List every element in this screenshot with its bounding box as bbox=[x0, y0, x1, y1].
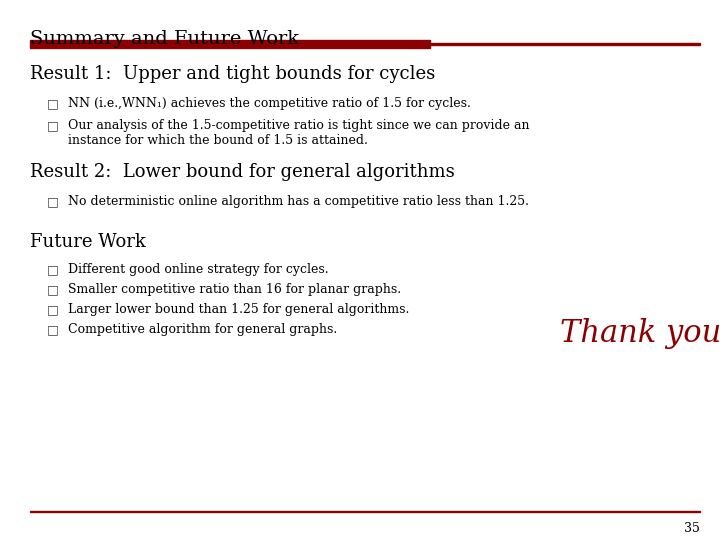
Text: □: □ bbox=[47, 323, 59, 336]
Text: Competitive algorithm for general graphs.: Competitive algorithm for general graphs… bbox=[68, 323, 337, 336]
Text: NN (i.e.,WNN₁) achieves the competitive ratio of 1.5 for cycles.: NN (i.e.,WNN₁) achieves the competitive … bbox=[68, 97, 471, 110]
Text: Summary and Future Work: Summary and Future Work bbox=[30, 30, 299, 48]
Text: □: □ bbox=[47, 97, 59, 110]
Text: □: □ bbox=[47, 303, 59, 316]
Text: Result 1:  Upper and tight bounds for cycles: Result 1: Upper and tight bounds for cyc… bbox=[30, 65, 436, 83]
Text: Larger lower bound than 1.25 for general algorithms.: Larger lower bound than 1.25 for general… bbox=[68, 303, 410, 316]
Text: Smaller competitive ratio than 16 for planar graphs.: Smaller competitive ratio than 16 for pl… bbox=[68, 283, 401, 296]
Text: □: □ bbox=[47, 283, 59, 296]
Text: Thank you.: Thank you. bbox=[560, 318, 720, 349]
Text: Future Work: Future Work bbox=[30, 233, 146, 251]
Text: □: □ bbox=[47, 119, 59, 132]
Text: Result 2:  Lower bound for general algorithms: Result 2: Lower bound for general algori… bbox=[30, 163, 455, 181]
Text: 35: 35 bbox=[684, 522, 700, 535]
Text: Different good online strategy for cycles.: Different good online strategy for cycle… bbox=[68, 263, 328, 276]
Text: □: □ bbox=[47, 263, 59, 276]
Text: □: □ bbox=[47, 195, 59, 208]
Text: Our analysis of the 1.5-competitive ratio is tight since we can provide an
insta: Our analysis of the 1.5-competitive rati… bbox=[68, 119, 529, 147]
Bar bbox=[30, 40, 430, 48]
Text: No deterministic online algorithm has a competitive ratio less than 1.25.: No deterministic online algorithm has a … bbox=[68, 195, 529, 208]
Bar bbox=[30, 510, 700, 512]
Bar bbox=[430, 43, 700, 45]
